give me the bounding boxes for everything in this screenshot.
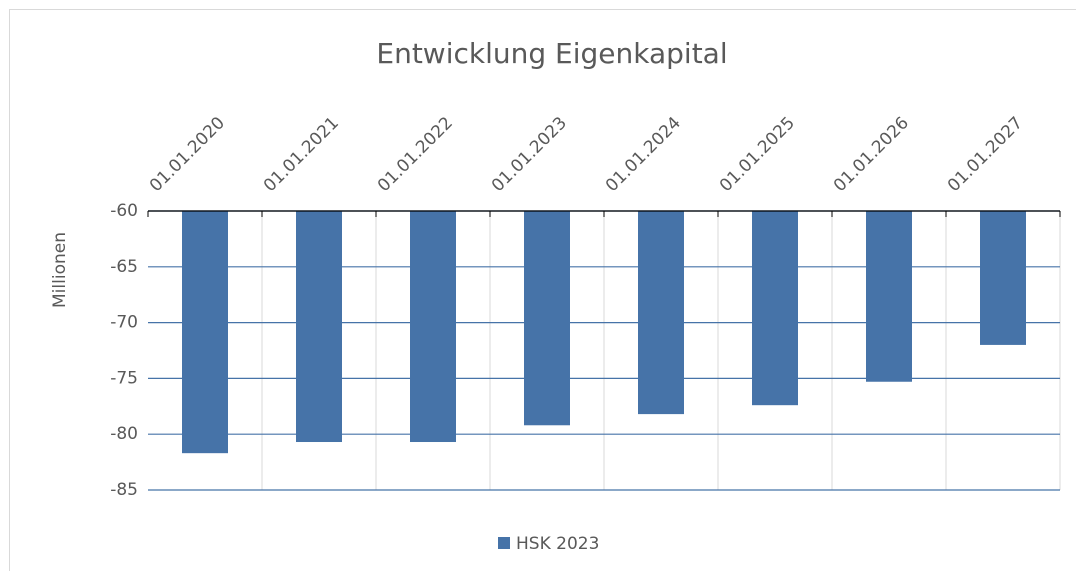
bar (410, 211, 456, 443)
bar (752, 211, 798, 406)
y-tick-label: -85 (110, 480, 138, 500)
legend-swatch (498, 537, 510, 549)
y-tick-label: -70 (110, 313, 138, 333)
bar (296, 211, 342, 443)
bar (866, 211, 912, 382)
bar (980, 211, 1026, 345)
legend-label: HSK 2023 (516, 534, 599, 554)
bar (638, 211, 684, 415)
y-axis-label: Millionen (50, 232, 70, 308)
chart-title: Entwicklung Eigenkapital (376, 37, 727, 70)
y-tick-label: -75 (110, 368, 138, 388)
bar (524, 211, 570, 426)
y-tick-label: -60 (110, 201, 138, 221)
bar (182, 211, 228, 454)
y-tick-label: -80 (110, 424, 138, 444)
y-tick-label: -65 (110, 257, 138, 277)
